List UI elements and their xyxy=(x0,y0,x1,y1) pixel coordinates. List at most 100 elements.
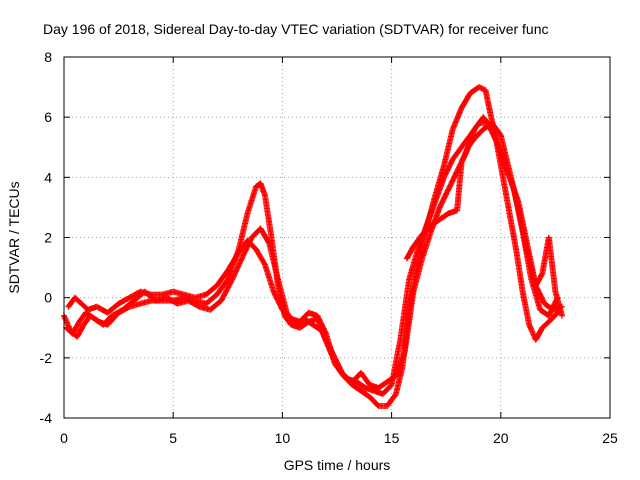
x-tick-label: 10 xyxy=(275,430,291,446)
data-point-trail xyxy=(204,292,219,306)
data-point-trail xyxy=(73,295,84,306)
x-tick-label: 20 xyxy=(493,430,509,446)
y-tick-label: 6 xyxy=(44,109,52,125)
data-point-trail xyxy=(244,184,259,216)
data-point-trail xyxy=(515,205,530,252)
data-point-trail xyxy=(450,145,464,162)
data-point xyxy=(229,276,236,283)
data-point-trail xyxy=(446,169,460,192)
data-point-trail xyxy=(240,235,255,258)
data-point-trail xyxy=(506,169,521,209)
series-track-4 xyxy=(403,120,565,319)
data-point-trail xyxy=(271,289,285,312)
data-point-trail xyxy=(465,136,477,150)
data-point-trail xyxy=(83,310,97,321)
y-tick-label: 4 xyxy=(44,169,52,185)
data-point-trail xyxy=(258,226,272,246)
data-point-trail xyxy=(74,322,87,339)
data-point-trail xyxy=(454,160,465,212)
data-point-trail xyxy=(519,290,532,327)
data-point-trail xyxy=(459,91,473,110)
data-point-trail xyxy=(546,235,559,294)
data-points xyxy=(61,84,565,409)
data-point-trail xyxy=(540,319,551,330)
data-point-trail xyxy=(328,350,342,372)
data-point-trail xyxy=(236,211,251,252)
data-point xyxy=(218,297,225,304)
data-point-trail xyxy=(500,175,513,215)
data-point-trail xyxy=(477,84,488,93)
data-point-trail xyxy=(302,316,315,327)
data-point-trail xyxy=(262,263,277,294)
data-point-trail xyxy=(546,310,560,324)
data-point-trail xyxy=(459,145,471,164)
data-point-trail xyxy=(406,247,421,282)
data-point-trail xyxy=(262,193,275,240)
data-point-trail xyxy=(410,256,425,294)
data-point-trail xyxy=(420,223,433,237)
data-point-trail xyxy=(337,367,350,381)
data-point-trail xyxy=(214,277,230,297)
data-point-trail xyxy=(441,157,456,180)
chart-title: Day 196 of 2018, Sidereal Day-to-day VTE… xyxy=(43,21,549,37)
x-tick-label: 5 xyxy=(169,430,177,446)
data-point-trail xyxy=(524,247,539,288)
data-point-trail xyxy=(401,290,417,354)
data-point-trail xyxy=(432,175,447,204)
data-point-trail xyxy=(367,394,381,408)
data-point-trail xyxy=(354,379,368,391)
data-point-trail xyxy=(319,329,333,354)
data-point-trail xyxy=(266,241,281,282)
y-tick-label: -4 xyxy=(40,410,53,426)
y-tick-label: 2 xyxy=(44,230,52,246)
data-point xyxy=(558,312,565,319)
data-point-trail xyxy=(385,392,399,408)
data-point-trail xyxy=(450,106,464,131)
data-point-trail xyxy=(489,121,503,138)
data-point-trail xyxy=(121,298,136,312)
y-axis-label: SDTVAR / TECUs xyxy=(6,181,22,293)
x-axis-label: GPS time / hours xyxy=(284,457,391,473)
data-point-trail xyxy=(225,250,241,273)
data-point-trail xyxy=(437,187,451,210)
data-point-trail xyxy=(424,199,438,228)
data-point-trail xyxy=(388,338,404,387)
data-point-trail xyxy=(533,271,545,288)
plot-frame xyxy=(63,56,611,419)
data-point-trail xyxy=(208,298,224,312)
data-point-trail xyxy=(311,322,324,334)
data-point xyxy=(475,84,482,91)
data-point-trail xyxy=(533,325,545,342)
data-point-trail xyxy=(472,127,486,141)
data-point-trail xyxy=(101,313,115,327)
data-point-trail xyxy=(493,139,508,167)
data-point-trail xyxy=(498,133,513,173)
data-point-trail xyxy=(359,388,372,400)
data-point-trail xyxy=(459,133,473,150)
y-tick-label: 0 xyxy=(44,290,52,306)
data-point-trail xyxy=(229,253,246,282)
data-point-trail xyxy=(513,247,526,294)
data-point-trail xyxy=(282,313,294,327)
y-tick-label: 8 xyxy=(44,49,52,65)
data-point-trail xyxy=(437,211,451,222)
data-point-trail xyxy=(419,229,434,261)
data-point-trail xyxy=(110,307,125,319)
data-point-trail xyxy=(116,295,132,307)
data-point-trail xyxy=(186,298,202,310)
x-tick-label: 15 xyxy=(384,430,400,446)
x-tick-label: 25 xyxy=(602,430,618,446)
data-point-trail xyxy=(552,290,565,318)
y-tick-label: -2 xyxy=(40,350,53,366)
data-point-trail xyxy=(404,244,416,261)
data-point-trail xyxy=(429,217,442,228)
data-point-trail xyxy=(314,314,329,336)
data-point-trail xyxy=(506,211,519,252)
data-point-trail xyxy=(468,121,482,138)
data-point-trail xyxy=(441,127,456,167)
x-tick-label: 0 xyxy=(60,430,68,446)
data-point-trail xyxy=(70,319,82,336)
data-point-trail xyxy=(253,247,268,267)
data-point-trail xyxy=(358,371,372,387)
